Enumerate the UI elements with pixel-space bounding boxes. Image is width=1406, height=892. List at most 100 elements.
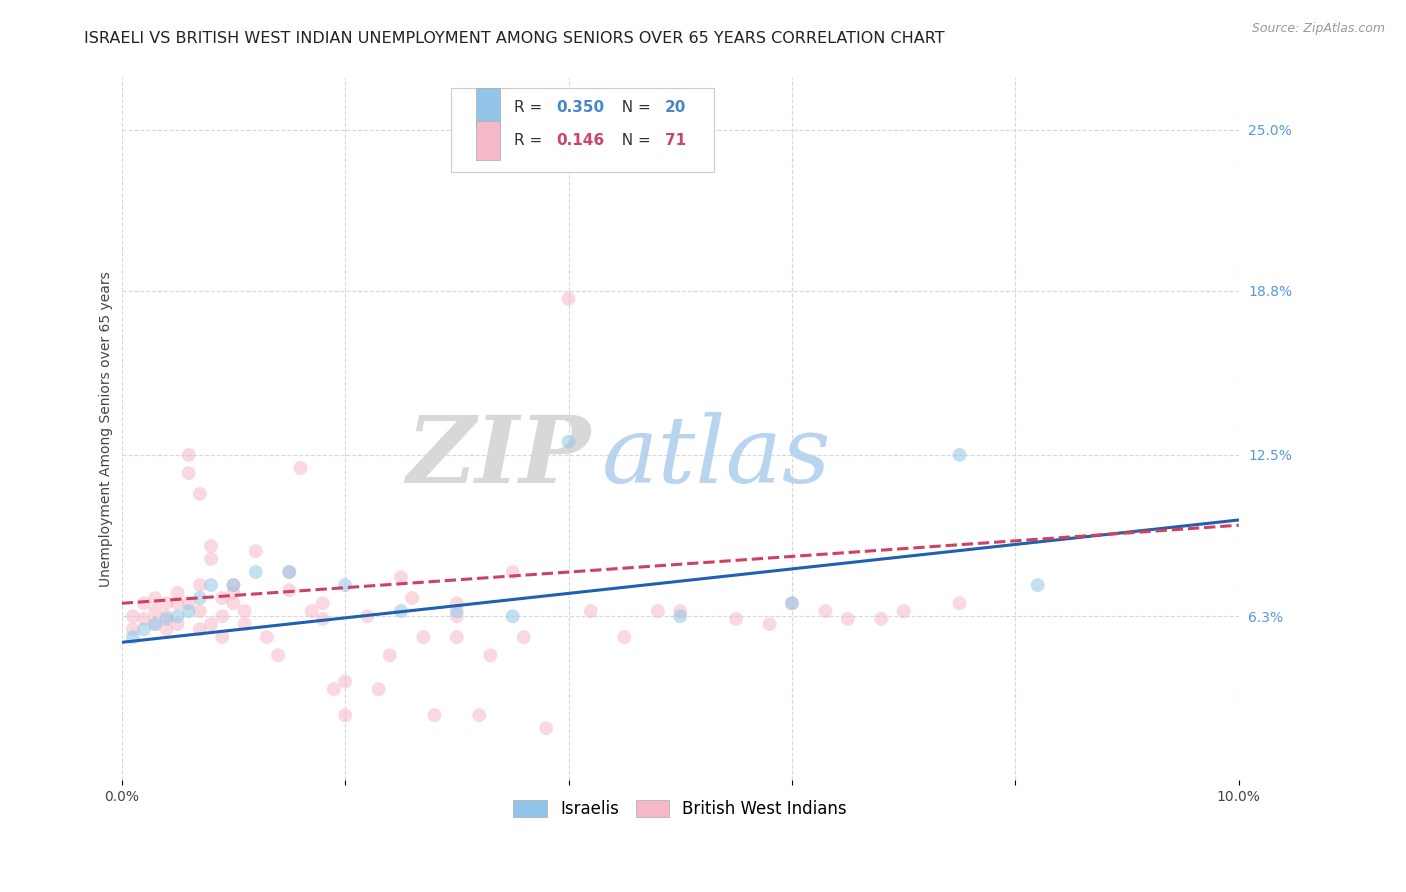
Point — [132, 623, 155, 637]
Point — [200, 552, 222, 566]
Text: 20: 20 — [665, 100, 686, 115]
Point — [222, 596, 245, 610]
Point — [412, 630, 434, 644]
Point — [725, 612, 748, 626]
Point — [367, 682, 389, 697]
Point — [177, 604, 200, 618]
Point — [423, 708, 446, 723]
Point — [814, 604, 837, 618]
Point — [200, 617, 222, 632]
Point — [446, 596, 468, 610]
Text: 71: 71 — [665, 133, 686, 148]
Point — [200, 539, 222, 553]
Point — [557, 292, 579, 306]
Point — [378, 648, 401, 663]
Text: N =: N = — [612, 133, 655, 148]
Point — [312, 612, 335, 626]
Point — [233, 617, 256, 632]
Point — [245, 544, 267, 558]
Point — [166, 596, 188, 610]
Point — [132, 596, 155, 610]
Point — [446, 604, 468, 618]
Text: N =: N = — [612, 100, 655, 115]
Point — [222, 578, 245, 592]
Point — [1026, 578, 1049, 592]
Text: ZIP: ZIP — [406, 412, 591, 502]
Point — [513, 630, 536, 644]
Point — [155, 596, 177, 610]
Point — [121, 609, 143, 624]
Point — [188, 578, 211, 592]
Point — [301, 604, 323, 618]
Point — [166, 617, 188, 632]
Point — [211, 609, 233, 624]
Point — [121, 623, 143, 637]
Point — [837, 612, 859, 626]
Text: Source: ZipAtlas.com: Source: ZipAtlas.com — [1251, 22, 1385, 36]
Point — [401, 591, 423, 605]
Legend: Israelis, British West Indians: Israelis, British West Indians — [506, 793, 853, 825]
Point — [200, 578, 222, 592]
FancyBboxPatch shape — [451, 88, 714, 172]
Point — [177, 466, 200, 480]
Point — [188, 623, 211, 637]
Point — [647, 604, 669, 618]
Point — [389, 604, 412, 618]
Point — [256, 630, 278, 644]
Point — [468, 708, 491, 723]
Text: 0.350: 0.350 — [557, 100, 605, 115]
Text: 0.146: 0.146 — [557, 133, 605, 148]
Y-axis label: Unemployment Among Seniors over 65 years: Unemployment Among Seniors over 65 years — [100, 271, 114, 587]
Point — [222, 586, 245, 600]
Point — [177, 448, 200, 462]
Point — [780, 596, 803, 610]
Point — [132, 612, 155, 626]
Point — [870, 612, 893, 626]
Point — [177, 596, 200, 610]
Point — [211, 630, 233, 644]
Point — [188, 487, 211, 501]
Point — [143, 617, 166, 632]
Point — [502, 609, 524, 624]
Point — [669, 604, 692, 618]
Point — [502, 565, 524, 579]
Point — [278, 565, 301, 579]
Point — [143, 604, 166, 618]
Point — [222, 578, 245, 592]
Point — [479, 648, 502, 663]
Point — [780, 596, 803, 610]
Point — [579, 604, 602, 618]
Point — [669, 609, 692, 624]
Text: R =: R = — [513, 100, 547, 115]
Point — [155, 623, 177, 637]
Point — [233, 604, 256, 618]
Point — [948, 596, 970, 610]
Point — [534, 721, 557, 735]
Text: R =: R = — [513, 133, 547, 148]
Point — [166, 586, 188, 600]
Point — [188, 604, 211, 618]
Point — [613, 630, 636, 644]
Text: ISRAELI VS BRITISH WEST INDIAN UNEMPLOYMENT AMONG SENIORS OVER 65 YEARS CORRELAT: ISRAELI VS BRITISH WEST INDIAN UNEMPLOYM… — [84, 31, 945, 46]
Point — [143, 617, 166, 632]
Point — [278, 565, 301, 579]
Point — [356, 609, 378, 624]
Point — [758, 617, 780, 632]
Point — [155, 612, 177, 626]
Point — [333, 708, 356, 723]
Point — [948, 448, 970, 462]
Point — [245, 565, 267, 579]
Point — [557, 434, 579, 449]
Point — [267, 648, 290, 663]
Point — [312, 596, 335, 610]
Point — [446, 630, 468, 644]
Point — [121, 630, 143, 644]
Point — [323, 682, 346, 697]
Point — [893, 604, 915, 618]
FancyBboxPatch shape — [475, 88, 501, 127]
Point — [155, 609, 177, 624]
Point — [143, 591, 166, 605]
Point — [166, 609, 188, 624]
Point — [446, 609, 468, 624]
Point — [333, 674, 356, 689]
